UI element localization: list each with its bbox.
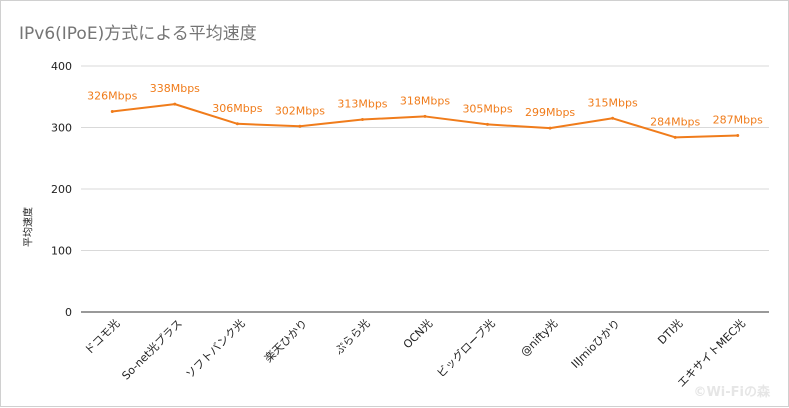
x-tick-label: @nifty光 [517,316,560,359]
data-point [235,122,239,126]
x-tick-label: ソフトバンク光 [183,316,248,381]
y-tick-label: 200 [51,183,72,196]
data-label: 326Mbps [87,90,137,103]
x-tick-label: IIJmioひかり [569,317,623,371]
data-point [173,102,177,106]
data-label: 306Mbps [212,102,262,115]
data-point [611,116,615,120]
data-point [486,122,490,126]
data-label: 284Mbps [650,115,700,128]
y-tick-label: 300 [51,122,72,135]
series-line [112,103,738,139]
x-tick-label: エキサイトMEC光 [674,316,748,390]
data-label: 338Mbps [150,82,200,95]
x-tick-label: 楽天ひかり [262,317,310,365]
data-label: 318Mbps [400,94,450,107]
data-label: 305Mbps [462,102,512,115]
data-point [736,133,740,137]
x-tick-label: ドコモ光 [81,316,122,357]
y-tick-label: 400 [51,60,72,73]
data-point [548,126,552,130]
x-tick-label: So-net光プラス [119,316,185,382]
y-tick-label: 0 [65,306,72,319]
x-tick-label: ビッグローブ光 [434,316,498,380]
data-label: 302Mbps [275,104,325,117]
data-point [423,114,427,118]
data-point [110,110,114,114]
data-label: 299Mbps [525,106,575,119]
chart-title: IPv6(IPoE)方式による平均速度 [19,24,257,44]
data-label: 315Mbps [588,96,638,109]
x-tick-label: OCN光 [400,316,435,351]
x-tick-label: ぷらら光 [332,316,373,357]
data-label: 313Mbps [337,98,387,111]
data-label: 287Mbps [713,113,763,126]
watermark: ©Wi-Fiの森 [693,385,770,400]
x-tick-label: DTI光 [655,316,686,347]
data-point [298,124,302,128]
data-point [360,118,364,122]
data-point [673,135,677,139]
y-tick-label: 100 [51,245,72,258]
